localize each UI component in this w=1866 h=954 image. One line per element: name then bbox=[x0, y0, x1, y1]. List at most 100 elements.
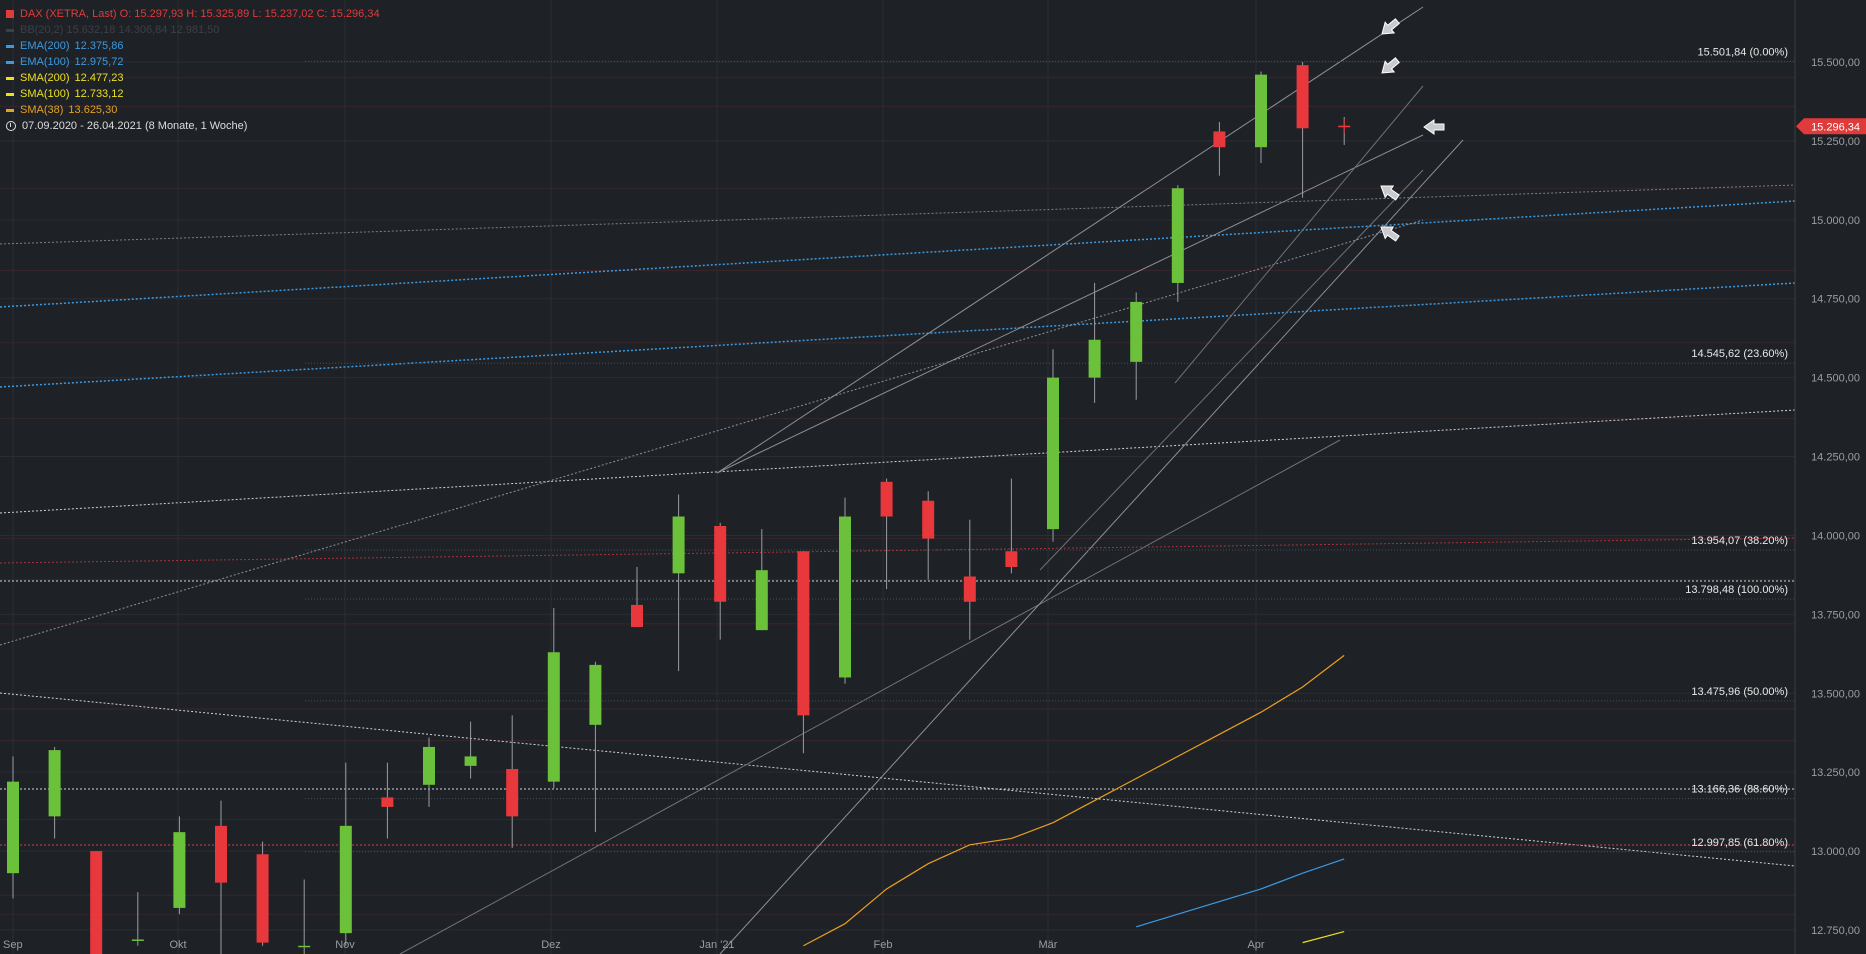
legend-indicator-row: EMA(100) 12.975,72 bbox=[6, 54, 380, 70]
candle-down bbox=[506, 769, 519, 817]
ema100-line bbox=[1136, 858, 1345, 928]
legend-title: DAX (XETRA, Last) O: 15.297,93 H: 15.325… bbox=[20, 8, 380, 20]
trend-line bbox=[0, 692, 1796, 867]
candle-up bbox=[173, 832, 186, 908]
legend-faded-row: BB(20,2) 15.632,18 14.306,84 12.981,50 bbox=[6, 22, 380, 38]
y-tick-label: 14.750,00 bbox=[1811, 294, 1860, 306]
fib-label: 15.501,84 (0.00%) bbox=[1697, 46, 1788, 58]
sma38-line bbox=[803, 654, 1345, 947]
candle-up bbox=[464, 756, 477, 766]
x-tick-label: Okt bbox=[169, 939, 186, 951]
instrument-icon bbox=[6, 10, 14, 18]
annotation-arrows bbox=[1380, 18, 1445, 242]
annotation-arrow bbox=[1381, 18, 1400, 35]
fib-label: 13.954,07 (38.20%) bbox=[1691, 535, 1788, 547]
legend-faded: BB(20,2) 15.632,18 14.306,84 12.981,50 bbox=[20, 24, 220, 36]
annotation-arrow bbox=[1381, 57, 1400, 74]
bollinger-swatch bbox=[6, 28, 14, 32]
y-tick-label: 14.000,00 bbox=[1811, 530, 1860, 542]
fib-label: 12.997,85 (61.80%) bbox=[1691, 837, 1788, 849]
x-tick-label: Jan '21 bbox=[699, 939, 734, 951]
x-tick-label: Apr bbox=[1247, 939, 1264, 951]
indicator-label: SMA(100) bbox=[20, 88, 70, 100]
y-tick-label: 13.250,00 bbox=[1811, 767, 1860, 779]
y-tick-label: 13.750,00 bbox=[1811, 609, 1860, 621]
indicator-label: SMA(38) bbox=[20, 104, 64, 116]
y-tick-label: 12.750,00 bbox=[1811, 925, 1860, 937]
y-tick-label: 13.000,00 bbox=[1811, 846, 1860, 858]
trend-line bbox=[399, 439, 1341, 954]
trend-line bbox=[0, 184, 1796, 245]
y-tick-label: 14.250,00 bbox=[1811, 452, 1860, 464]
legend-range: 07.09.2020 - 26.04.2021 (8 Monate, 1 Woc… bbox=[22, 120, 248, 132]
x-tick-label: Mär bbox=[1039, 939, 1058, 951]
indicator-value: 12.375,86 bbox=[74, 40, 124, 52]
candle-up bbox=[339, 825, 352, 934]
annotation-arrow bbox=[1380, 185, 1400, 201]
y-axis: 12.750,00 13.000,00 13.250,00 13.500,00 13.7… bbox=[1794, 0, 1866, 954]
clock-icon bbox=[6, 121, 16, 131]
fib-label: 13.475,96 (50.00%) bbox=[1691, 686, 1788, 698]
candle-up bbox=[1088, 339, 1101, 378]
annotation-arrow bbox=[1423, 119, 1445, 135]
candle-down bbox=[922, 500, 935, 539]
candle-up bbox=[755, 570, 768, 631]
candle-up bbox=[1255, 74, 1267, 148]
indicator-swatch bbox=[6, 60, 14, 64]
candle-down bbox=[880, 481, 893, 517]
candle-down bbox=[215, 825, 227, 883]
indicator-swatch bbox=[6, 108, 14, 112]
y-axis-bg bbox=[1795, 0, 1866, 954]
grid bbox=[0, 0, 1795, 954]
candle-up bbox=[589, 664, 602, 725]
legend-range-row: 07.09.2020 - 26.04.2021 (8 Monate, 1 Woc… bbox=[6, 118, 380, 134]
x-tick-label: Sep bbox=[3, 939, 23, 951]
candle-up bbox=[423, 746, 435, 785]
candle-up bbox=[1130, 301, 1143, 362]
legend-indicator-row: SMA(100) 12.733,12 bbox=[6, 86, 380, 102]
trend-line bbox=[0, 200, 1796, 308]
indicator-swatch bbox=[6, 44, 14, 48]
indicator-swatch bbox=[6, 92, 14, 96]
x-axis: Sep Okt Nov Dez Jan '21 Feb Mär Apr bbox=[3, 939, 1265, 951]
annotation-arrow bbox=[1380, 226, 1400, 242]
y-tick-label: 14.500,00 bbox=[1811, 373, 1860, 385]
candle-up bbox=[839, 516, 851, 678]
candle-down bbox=[256, 854, 269, 943]
fib-label: 13.166,36 (88.60%) bbox=[1691, 784, 1788, 796]
x-tick-label: Nov bbox=[335, 939, 355, 951]
legend-indicator-row: SMA(38) 13.625,30 bbox=[6, 102, 380, 118]
legend-indicator-row: SMA(200) 12.477,23 bbox=[6, 70, 380, 86]
y-tick-label: 15.500,00 bbox=[1811, 57, 1860, 69]
indicator-label: EMA(200) bbox=[20, 40, 70, 52]
indicator-label: SMA(200) bbox=[20, 72, 70, 84]
legend-title-row: DAX (XETRA, Last) O: 15.297,93 H: 15.325… bbox=[6, 6, 380, 22]
candle-up bbox=[547, 652, 560, 782]
indicator-swatch bbox=[6, 76, 14, 80]
candle-down bbox=[963, 576, 976, 602]
fib-label: 14.545,62 (23.60%) bbox=[1691, 348, 1788, 360]
chart-legend: DAX (XETRA, Last) O: 15.297,93 H: 15.325… bbox=[6, 6, 380, 134]
indicator-value: 12.477,23 bbox=[74, 72, 124, 84]
trend-line bbox=[719, 139, 1464, 954]
candle-down bbox=[90, 851, 103, 954]
y-tick-label: 13.500,00 bbox=[1811, 688, 1860, 700]
candle-up bbox=[298, 945, 311, 948]
trend-lines bbox=[0, 6, 1796, 954]
candle-down bbox=[797, 551, 810, 716]
moving-averages bbox=[803, 654, 1345, 947]
trend-line bbox=[1174, 85, 1424, 384]
candle-up bbox=[1171, 188, 1184, 283]
candle-up bbox=[1047, 377, 1059, 530]
sma200-line bbox=[1302, 930, 1345, 944]
fibonacci-levels: 15.501,84 (0.00%) 14.545,62 (23.60%) 13.95… bbox=[305, 46, 1795, 853]
trend-line bbox=[0, 219, 1424, 646]
candle-down bbox=[1005, 551, 1018, 568]
candle-up bbox=[7, 781, 19, 874]
trend-line bbox=[716, 6, 1424, 474]
last-price-marker: 15.296,34 bbox=[1796, 118, 1866, 135]
x-tick-label: Feb bbox=[874, 939, 893, 951]
legend-indicator-row: EMA(200) 12.375,86 bbox=[6, 38, 380, 54]
candle-down bbox=[631, 604, 643, 627]
